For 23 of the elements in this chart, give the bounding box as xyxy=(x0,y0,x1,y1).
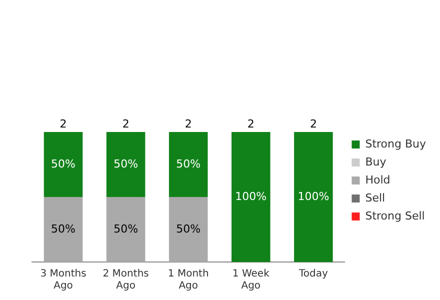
x-tick-label: 1 Week Ago xyxy=(232,268,270,292)
x-tick-label: 3 Months Ago xyxy=(40,268,86,292)
data-label: 50% xyxy=(176,157,201,170)
data-label: 50% xyxy=(51,222,76,236)
legend-label: Strong Sell xyxy=(365,209,425,222)
annotation: 2 xyxy=(184,117,192,130)
annotation: 2 xyxy=(247,117,254,130)
legend-label: Hold xyxy=(365,173,390,186)
x-tick-label: 2 Months Ago xyxy=(102,268,149,292)
data-label: 50% xyxy=(176,222,201,236)
x-tick-label: Today xyxy=(298,268,328,280)
legend-label: Sell xyxy=(365,191,386,204)
annotation: 2 xyxy=(310,117,317,130)
legend-label: Strong Buy xyxy=(365,137,426,150)
data-label: 50% xyxy=(114,157,138,170)
annotation: 2 xyxy=(122,117,130,130)
annotation: 2 xyxy=(60,117,67,130)
data-label: 100% xyxy=(235,190,267,203)
data-label: 50% xyxy=(51,157,76,170)
data-label: 100% xyxy=(298,190,330,203)
data-label: 50% xyxy=(114,222,138,236)
legend-label: Buy xyxy=(365,155,387,168)
x-tick-label: 1 Month Ago xyxy=(168,268,209,292)
